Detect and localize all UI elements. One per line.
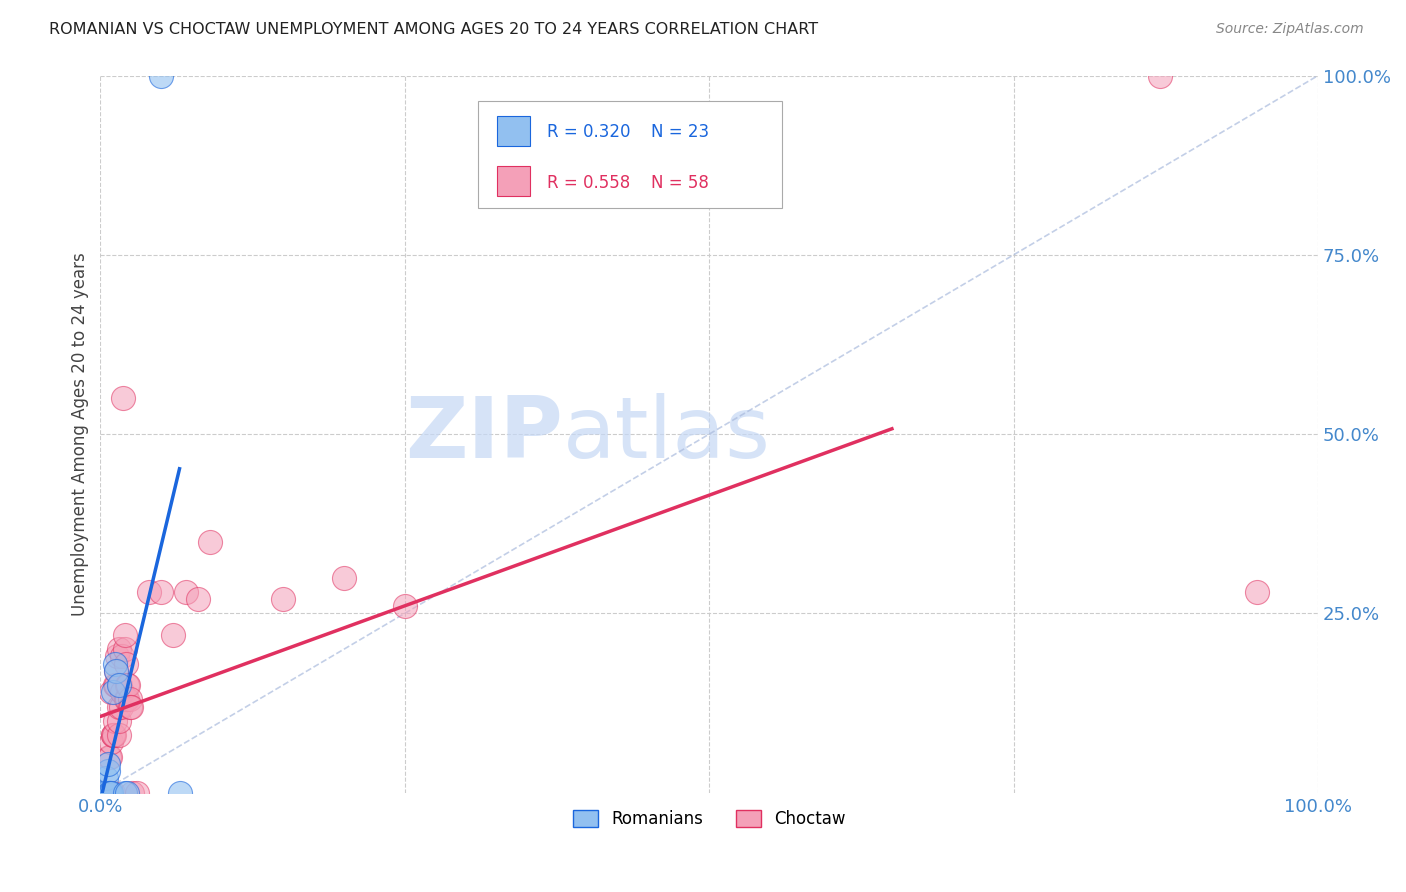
Point (114, 642, 136, 657)
Point (107, 728, 129, 742)
Point (107, 714, 129, 728)
Point (100, 685, 122, 699)
Text: N = 58: N = 58 (651, 174, 709, 192)
Point (105, 664, 128, 678)
Point (115, 678, 138, 692)
Point (115, 786, 138, 800)
Point (112, 391, 135, 405)
Point (115, 657, 138, 671)
Point (101, 685, 124, 699)
Text: Source: ZipAtlas.com: Source: ZipAtlas.com (1216, 22, 1364, 37)
Point (187, 592, 209, 607)
Point (107, 642, 129, 657)
Point (100, 735, 122, 749)
Point (96, 772, 118, 786)
Text: R = 0.558: R = 0.558 (547, 174, 630, 192)
Point (115, 692, 138, 706)
Point (105, 664, 128, 678)
Point (1246, 585, 1268, 599)
Text: N = 23: N = 23 (651, 123, 709, 141)
Point (104, 678, 127, 692)
Point (97, 786, 120, 800)
Point (117, 678, 139, 692)
Point (97, 786, 120, 800)
Point (150, 69, 173, 83)
Point (94, 786, 117, 800)
Point (93, 786, 115, 800)
Point (103, 728, 125, 742)
Point (120, 699, 142, 714)
Point (94, 786, 117, 800)
Point (94, 786, 117, 800)
Text: R = 0.320: R = 0.320 (547, 123, 631, 141)
Point (90, 786, 112, 800)
Point (91, 786, 114, 800)
Point (111, 649, 134, 664)
Point (97, 764, 120, 779)
Point (138, 585, 160, 599)
Point (90, 786, 112, 800)
Text: atlas: atlas (564, 392, 770, 475)
Point (96, 786, 118, 800)
Point (104, 714, 127, 728)
Point (118, 692, 141, 706)
Point (114, 628, 136, 642)
Point (98, 786, 121, 800)
Point (94, 786, 117, 800)
Point (162, 628, 184, 642)
Point (93, 786, 115, 800)
Point (96, 786, 118, 800)
Point (394, 599, 416, 614)
Point (98, 786, 121, 800)
Point (271, 592, 294, 607)
FancyBboxPatch shape (498, 116, 530, 146)
Point (169, 786, 191, 800)
Point (108, 678, 131, 692)
Legend: Romanians, Choctaw: Romanians, Choctaw (565, 803, 852, 835)
Text: ROMANIAN VS CHOCTAW UNEMPLOYMENT AMONG AGES 20 TO 24 YEARS CORRELATION CHART: ROMANIAN VS CHOCTAW UNEMPLOYMENT AMONG A… (49, 22, 818, 37)
Text: ZIP: ZIP (405, 392, 564, 475)
Point (1149, 69, 1171, 83)
Point (174, 585, 197, 599)
Point (150, 585, 173, 599)
FancyBboxPatch shape (478, 101, 782, 208)
Point (111, 685, 134, 699)
Point (107, 699, 129, 714)
Point (100, 786, 122, 800)
Point (110, 699, 132, 714)
Point (105, 678, 128, 692)
Point (105, 649, 128, 664)
Point (97, 786, 120, 800)
Point (97, 749, 120, 764)
Point (107, 678, 129, 692)
Point (104, 657, 127, 671)
Point (93, 786, 115, 800)
Point (114, 786, 136, 800)
Point (94, 786, 117, 800)
Point (101, 786, 124, 800)
Point (93, 786, 115, 800)
Point (121, 786, 143, 800)
Y-axis label: Unemployment Among Ages 20 to 24 years: Unemployment Among Ages 20 to 24 years (72, 252, 89, 616)
Point (101, 728, 124, 742)
Point (333, 570, 356, 584)
Point (98, 749, 121, 764)
Point (198, 534, 221, 549)
Point (96, 786, 118, 800)
Point (115, 692, 138, 706)
Point (97, 786, 120, 800)
Point (125, 786, 148, 800)
Point (118, 699, 141, 714)
Point (97, 756, 120, 771)
Point (96, 786, 118, 800)
Point (96, 786, 118, 800)
Point (91, 786, 114, 800)
FancyBboxPatch shape (498, 166, 530, 196)
Point (101, 728, 124, 742)
